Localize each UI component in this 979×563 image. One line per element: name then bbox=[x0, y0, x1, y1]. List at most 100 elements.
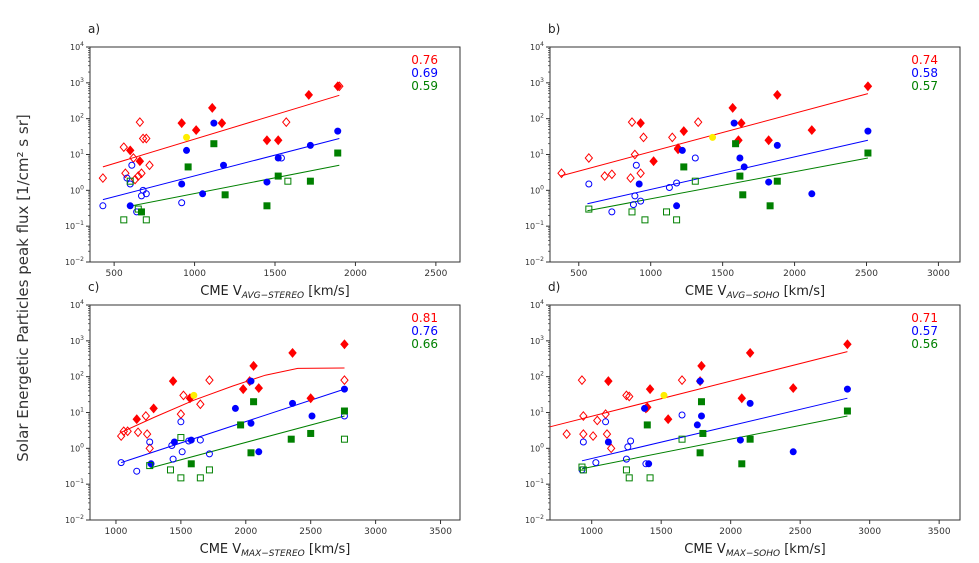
x-axis-label-base: CME V bbox=[684, 542, 726, 557]
red-diamond-open-point bbox=[600, 171, 609, 182]
y-tick-label: 104 bbox=[70, 299, 84, 310]
yellow-circle-filled-point bbox=[709, 133, 717, 141]
x-axis-label-unit: [km/s] bbox=[305, 542, 351, 557]
red-diamond-open-point bbox=[145, 443, 154, 454]
panel-label: a) bbox=[88, 22, 100, 36]
y-tick-label: 101 bbox=[530, 407, 544, 418]
red-diamond-open-point bbox=[673, 143, 683, 154]
x-tick-label: 1500 bbox=[650, 527, 673, 537]
green-square-open-point bbox=[691, 177, 699, 185]
y-tick-label: 101 bbox=[70, 407, 84, 418]
blue-circle-filled-point bbox=[736, 154, 744, 162]
blue-circle-filled-point bbox=[308, 412, 316, 420]
y-tick-label: 104 bbox=[530, 41, 544, 52]
correlation-green: 0.59 bbox=[411, 79, 438, 93]
red-diamond-open-point bbox=[693, 117, 703, 128]
x-tick-label: 2500 bbox=[299, 527, 322, 537]
blue-circle-open-point bbox=[629, 201, 637, 209]
correlation-green: 0.66 bbox=[411, 337, 438, 351]
green-square-open-point bbox=[177, 434, 185, 442]
red-diamond-filled-point bbox=[636, 118, 645, 129]
correlation-red: 0.81 bbox=[411, 311, 438, 325]
blue-circle-open-point bbox=[128, 161, 136, 169]
red-diamond-open-point bbox=[624, 391, 634, 402]
green-square-filled-point bbox=[738, 460, 746, 468]
y-tick-label: 102 bbox=[70, 113, 84, 124]
red-diamond-open-point bbox=[626, 173, 635, 184]
green-square-open-point bbox=[622, 466, 630, 474]
red-diamond-filled-point bbox=[728, 102, 737, 113]
yellow-circle-filled-point bbox=[660, 391, 668, 399]
red-diamond-open-point bbox=[579, 429, 588, 440]
fit-line-blue bbox=[121, 388, 345, 464]
green-square-open-point bbox=[205, 466, 213, 474]
x-tick-label: 1500 bbox=[169, 527, 192, 537]
red-diamond-open-point bbox=[141, 411, 151, 421]
red-diamond-filled-point bbox=[304, 89, 314, 100]
green-square-filled-point bbox=[736, 172, 744, 180]
axes-frame bbox=[549, 46, 961, 263]
red-diamond-filled-point bbox=[649, 156, 658, 167]
red-diamond-open-point bbox=[601, 409, 610, 420]
yellow-circle-filled-point bbox=[183, 133, 191, 141]
fit-line-red bbox=[102, 94, 340, 168]
blue-circle-open-point bbox=[592, 459, 600, 467]
blue-circle-filled-point bbox=[697, 412, 705, 420]
blue-circle-filled-point bbox=[641, 404, 649, 412]
red-diamond-open-point bbox=[142, 133, 151, 144]
blue-circle-filled-point bbox=[843, 385, 851, 393]
green-square-open-point bbox=[284, 177, 292, 185]
red-diamond-filled-point bbox=[737, 118, 746, 129]
y-tick-label: 10−2 bbox=[65, 256, 84, 267]
green-square-open-point bbox=[663, 208, 671, 216]
blue-circle-filled-point bbox=[263, 178, 271, 186]
red-diamond-filled-point bbox=[306, 393, 315, 404]
red-diamond-filled-point bbox=[135, 156, 145, 167]
red-diamond-open-point bbox=[205, 375, 214, 386]
red-diamond-open-point bbox=[677, 375, 687, 386]
red-diamond-filled-point bbox=[679, 126, 689, 137]
x-tick-label: 2000 bbox=[234, 527, 257, 537]
red-diamond-filled-point bbox=[807, 125, 817, 136]
red-diamond-open-point bbox=[577, 375, 587, 386]
blue-circle-filled-point bbox=[334, 127, 342, 135]
y-tick-label: 10−1 bbox=[65, 478, 84, 489]
green-square-filled-point bbox=[334, 149, 342, 157]
red-diamond-open-point bbox=[133, 427, 143, 438]
red-diamond-filled-point bbox=[177, 118, 186, 129]
red-diamond-filled-point bbox=[745, 347, 755, 358]
panel-label: b) bbox=[548, 22, 560, 36]
blue-circle-open-point bbox=[637, 197, 645, 205]
x-tick-label: 3000 bbox=[364, 527, 387, 537]
red-diamond-open-point bbox=[602, 429, 612, 440]
blue-circle-filled-point bbox=[765, 178, 773, 186]
x-tick-label: 3500 bbox=[429, 527, 452, 537]
blue-circle-open-point bbox=[196, 436, 204, 444]
blue-circle-filled-point bbox=[247, 377, 255, 385]
red-diamond-filled-point bbox=[645, 384, 655, 395]
x-axis-label: CME VAVG−STEREO [km/s] bbox=[200, 284, 349, 301]
x-axis-label-base: CME V bbox=[200, 542, 242, 557]
x-axis-label: CME VAVG−SOHO [km/s] bbox=[685, 284, 825, 301]
red-diamond-open-point bbox=[335, 81, 344, 92]
x-axis-label-base: CME V bbox=[200, 284, 242, 299]
y-tick-label: 100 bbox=[530, 442, 544, 453]
blue-circle-open-point bbox=[632, 161, 640, 169]
red-diamond-open-point bbox=[584, 153, 594, 163]
blue-circle-open-point bbox=[585, 180, 593, 188]
green-square-filled-point bbox=[843, 407, 851, 415]
correlation-red: 0.71 bbox=[911, 311, 938, 325]
x-tick-label: 2000 bbox=[719, 527, 742, 537]
x-tick-label: 1500 bbox=[264, 269, 287, 279]
x-tick-label: 2500 bbox=[424, 269, 447, 279]
blue-circle-open-point bbox=[205, 450, 213, 458]
blue-circle-filled-point bbox=[746, 399, 754, 407]
x-axis-label-subscript: AVG−SOHO bbox=[725, 291, 779, 301]
blue-circle-open-point bbox=[169, 455, 177, 463]
red-diamond-open-point bbox=[557, 168, 566, 179]
x-axis-label-subscript: AVG−STEREO bbox=[241, 291, 304, 301]
green-square-filled-point bbox=[766, 202, 774, 210]
blue-circle-open-point bbox=[178, 199, 186, 207]
y-tick-label: 104 bbox=[530, 299, 544, 310]
blue-circle-open-point bbox=[602, 418, 610, 426]
